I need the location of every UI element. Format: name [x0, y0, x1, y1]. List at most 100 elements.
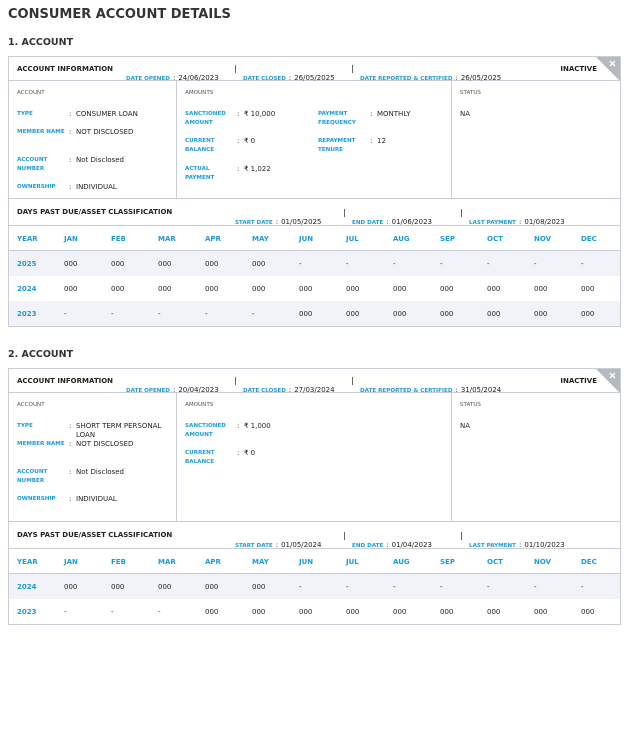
cell: -	[64, 608, 67, 616]
field-value: ₹ 1,022	[244, 165, 271, 173]
dpd-item: START DATE:01/05/2024	[235, 532, 321, 551]
info-item: DATE CLOSED:27/03/2024	[243, 377, 335, 396]
column-header: MAR	[158, 235, 176, 243]
field-label: CURRENT BALANCE	[185, 450, 215, 465]
dpd-title: DAYS PAST DUE/ASSET CLASSIFICATION	[17, 531, 173, 539]
info-item: DATE OPENED:24/06/2023	[126, 65, 219, 84]
cell: -	[440, 583, 443, 591]
cell: 000	[111, 285, 125, 293]
table-row: 2024 000 000 000 000 000 - - - - - - -	[9, 574, 620, 599]
table-header: YEAR JAN FEB MAR APR MAY JUN JUL AUG SEP OCT NOV DEC	[9, 549, 620, 574]
table-row: 2023 - - - - - 000 000 000 000 000 000 000	[9, 301, 620, 326]
dpd-value: 01/04/2023	[391, 541, 432, 549]
colon: :	[370, 110, 373, 118]
column-header: AUG	[393, 235, 410, 243]
cell: 000	[111, 260, 125, 268]
section-title: ACCOUNT	[17, 90, 45, 96]
table-row: 2025 000 000 000 000 000 - - - - - - -	[9, 251, 620, 276]
info-item: DATE REPORTED & CERTIFIED:31/05/2024	[360, 377, 501, 396]
field: OWNERSHIP: INDIVIDUAL	[17, 183, 176, 192]
field-label: TYPE	[17, 111, 33, 117]
info-bar: ACCOUNT INFORMATION DATE OPENED:20/04/202…	[9, 369, 620, 396]
divider	[344, 209, 345, 217]
cell: -	[487, 260, 490, 268]
cell: -	[487, 583, 490, 591]
cell: -	[252, 310, 255, 318]
section-title: AMOUNTS	[185, 402, 214, 408]
cell: -	[299, 583, 302, 591]
account-column: ACCOUNT TYPE: CONSUMER LOAN MEMBER NAME: NOT…	[9, 81, 177, 198]
cell: 000	[581, 608, 595, 616]
colon: :	[275, 218, 279, 226]
cell: 000	[299, 608, 313, 616]
colon: :	[519, 218, 522, 226]
section-title: ACCOUNT	[17, 402, 45, 408]
field: MEMBER NAME: NOT DISCLOSED	[17, 128, 176, 137]
cell: 000	[64, 260, 78, 268]
colon: :	[275, 541, 279, 549]
colon: :	[172, 386, 176, 394]
status-value: NA	[460, 110, 471, 118]
column-header: DEC	[581, 558, 597, 566]
field: TYPE: SHORT TERM PERSONAL LOAN	[17, 422, 176, 440]
cell: 000	[487, 285, 501, 293]
status-badge: INACTIVE	[560, 65, 597, 73]
page-title: CONSUMER ACCOUNT DETAILS	[8, 7, 231, 22]
close-corner[interactable]	[596, 57, 620, 81]
field: SANCTIONED AMOUNT: ₹ 10,000	[185, 110, 314, 128]
close-corner[interactable]	[596, 369, 620, 393]
column-header: AUG	[393, 558, 410, 566]
cell: 000	[252, 608, 266, 616]
amounts-column: AMOUNTS SANCTIONED AMOUNT: ₹ 1,000 CURRENT …	[177, 393, 452, 521]
divider	[461, 209, 462, 217]
info-label: DATE OPENED	[126, 76, 170, 82]
cell: 000	[393, 608, 407, 616]
field-value: Not Disclosed	[76, 468, 124, 476]
colon: :	[69, 183, 72, 191]
field-label: REPAYMENT TENURE	[318, 138, 356, 153]
section-title: STATUS	[460, 90, 481, 96]
field: TYPE: CONSUMER LOAN	[17, 110, 176, 119]
account-heading: 2. ACCOUNT	[8, 349, 74, 360]
info-label: DATE REPORTED & CERTIFIED	[360, 76, 453, 82]
divider	[352, 377, 353, 385]
field: ACCOUNT NUMBER: Not Disclosed	[17, 468, 176, 486]
colon: :	[69, 468, 72, 476]
field-value: ₹ 0	[244, 137, 256, 145]
field-value: NOT DISCLOSED	[76, 128, 134, 136]
year-cell: 2025	[17, 260, 37, 268]
cell: -	[158, 310, 161, 318]
year-cell: 2024	[17, 583, 37, 591]
cell: 000	[64, 583, 78, 591]
account-column: ACCOUNT TYPE: SHORT TERM PERSONAL LOAN MEMB…	[9, 393, 177, 521]
cell: 000	[111, 583, 125, 591]
cell: -	[111, 608, 114, 616]
divider	[235, 65, 236, 73]
details: ACCOUNT TYPE: SHORT TERM PERSONAL LOAN MEMB…	[9, 393, 620, 522]
cell: -	[205, 310, 208, 318]
field-label: MEMBER NAME	[17, 129, 65, 135]
divider	[344, 532, 345, 540]
colon: :	[69, 422, 72, 430]
column-header: SEP	[440, 235, 455, 243]
colon: :	[386, 218, 389, 226]
section-title: STATUS	[460, 402, 481, 408]
dpd-value: 01/05/2024	[281, 541, 322, 549]
section-title: AMOUNTS	[185, 90, 214, 96]
field: OWNERSHIP: INDIVIDUAL	[17, 495, 176, 504]
field-value: 12	[377, 137, 386, 145]
field-label: SANCTIONED AMOUNT	[185, 111, 226, 126]
info-title: ACCOUNT INFORMATION	[17, 65, 114, 73]
column-header: FEB	[111, 235, 126, 243]
colon: :	[519, 541, 522, 549]
colon: :	[288, 74, 292, 82]
dpd-item: START DATE:01/05/2025	[235, 209, 321, 228]
cell: 000	[440, 608, 454, 616]
divider	[461, 532, 462, 540]
column-header: YEAR	[17, 235, 38, 243]
info-value: 26/05/2025	[294, 74, 335, 82]
field-label: ACTUAL PAYMENT	[185, 166, 215, 181]
cell: 000	[346, 608, 360, 616]
field: REPAYMENT TENURE:12	[318, 137, 447, 155]
field-label: PAYMENT FREQUENCY	[318, 111, 356, 126]
